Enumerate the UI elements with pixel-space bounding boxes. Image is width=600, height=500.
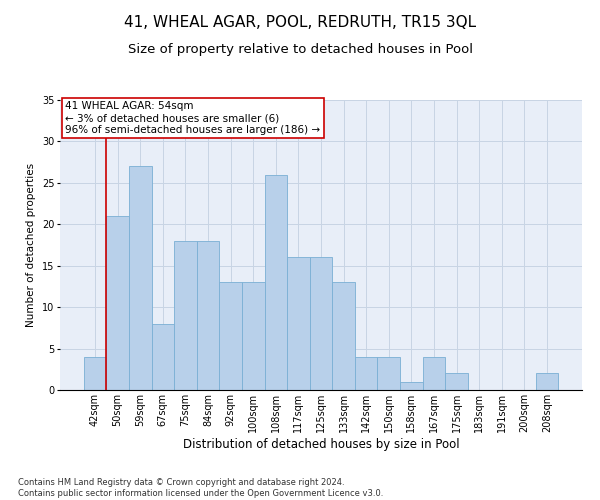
- Bar: [332, 282, 355, 390]
- Y-axis label: Number of detached properties: Number of detached properties: [26, 163, 37, 327]
- Text: Contains HM Land Registry data © Crown copyright and database right 2024.
Contai: Contains HM Land Registry data © Crown c…: [18, 478, 383, 498]
- Bar: [400, 382, 422, 390]
- Text: 41 WHEAL AGAR: 54sqm
← 3% of detached houses are smaller (6)
96% of semi-detache: 41 WHEAL AGAR: 54sqm ← 3% of detached ho…: [65, 102, 320, 134]
- Bar: [310, 258, 332, 390]
- Bar: [355, 357, 377, 390]
- X-axis label: Distribution of detached houses by size in Pool: Distribution of detached houses by size …: [182, 438, 460, 450]
- Bar: [84, 357, 106, 390]
- Text: 41, WHEAL AGAR, POOL, REDRUTH, TR15 3QL: 41, WHEAL AGAR, POOL, REDRUTH, TR15 3QL: [124, 15, 476, 30]
- Bar: [152, 324, 174, 390]
- Bar: [287, 258, 310, 390]
- Bar: [106, 216, 129, 390]
- Bar: [422, 357, 445, 390]
- Bar: [242, 282, 265, 390]
- Bar: [377, 357, 400, 390]
- Bar: [129, 166, 152, 390]
- Text: Size of property relative to detached houses in Pool: Size of property relative to detached ho…: [128, 42, 473, 56]
- Bar: [197, 241, 220, 390]
- Bar: [536, 374, 558, 390]
- Bar: [445, 374, 468, 390]
- Bar: [220, 282, 242, 390]
- Bar: [174, 241, 197, 390]
- Bar: [265, 174, 287, 390]
